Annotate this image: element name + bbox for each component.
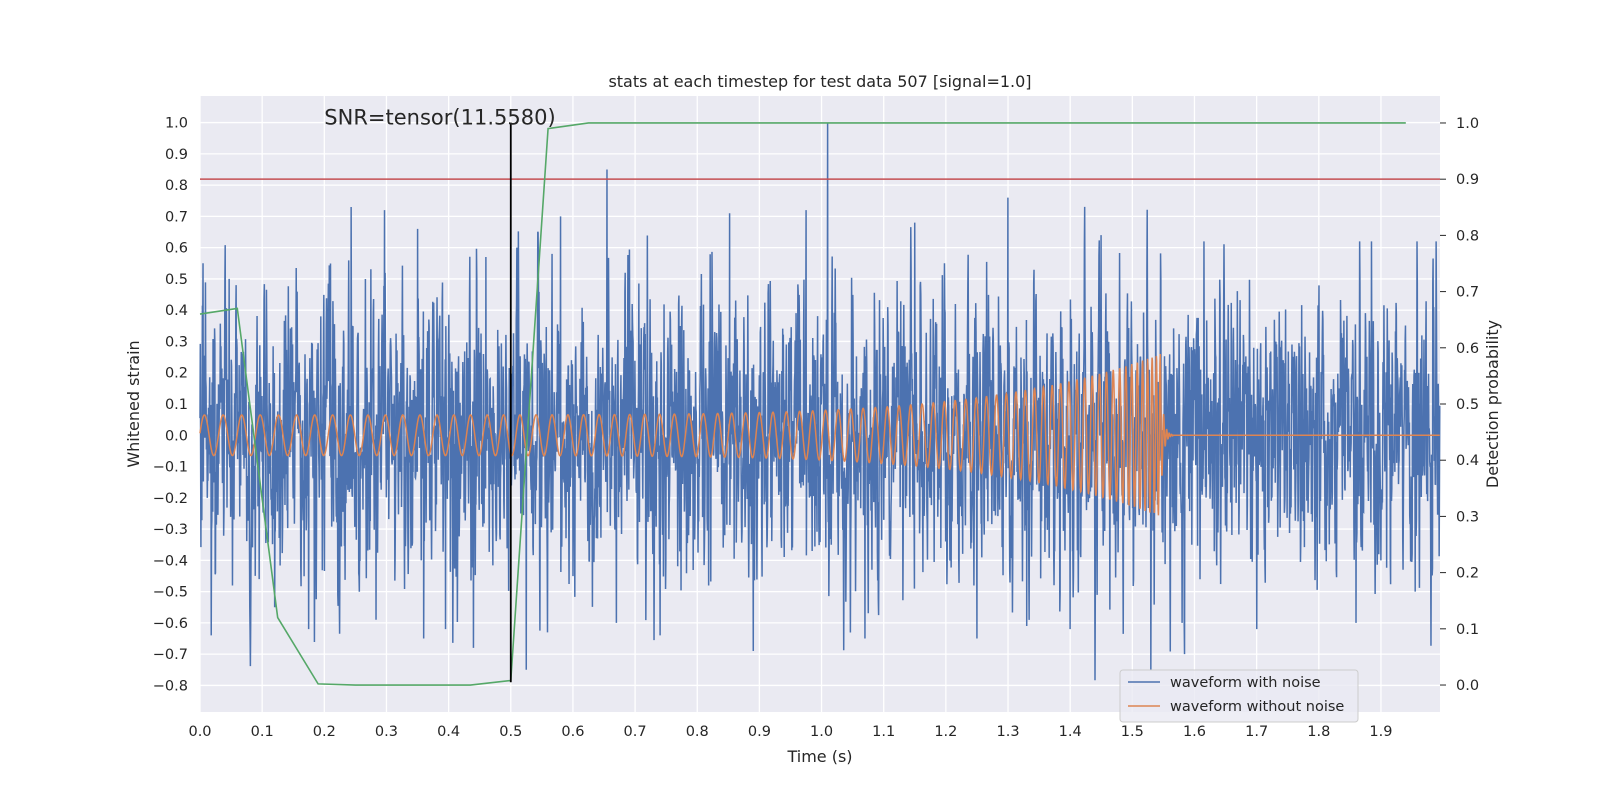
x-tick-label: 0.5 <box>499 724 522 740</box>
y2-tick-label: 0.7 <box>1456 285 1479 301</box>
x-tick-label: 0.3 <box>375 724 398 740</box>
legend-entry-noisy: waveform with noise <box>1170 675 1321 691</box>
x-tick-label: 0.7 <box>624 724 647 740</box>
legend-box <box>1119 669 1359 723</box>
y2-axis-label: Detection probability <box>1483 320 1502 488</box>
y-tick-label: −0.6 <box>153 616 188 632</box>
series-detection-probability <box>199 122 1406 686</box>
y-tick-label: −0.2 <box>153 491 188 507</box>
series-waveform-with-noise <box>199 122 1441 681</box>
x-tick-label: 1.1 <box>872 724 895 740</box>
x-axis-label: Time (s) <box>786 747 852 766</box>
x-tick-label: 1.8 <box>1307 724 1330 740</box>
x-tick-label: 0.4 <box>437 724 460 740</box>
x-tick-label: 1.4 <box>1059 724 1082 740</box>
y-tick-label: 0.1 <box>165 397 188 413</box>
y-tick-label: 0.3 <box>165 334 188 350</box>
y2-tick-label: 0.8 <box>1456 228 1479 244</box>
y-tick-label: −0.1 <box>153 460 188 476</box>
snr-annotation: SNR=tensor(11.5580) <box>324 106 555 130</box>
y-axis-label: Whitened strain <box>124 340 143 467</box>
y-tick-label: 1.0 <box>165 116 188 132</box>
x-tick-label: 1.7 <box>1245 724 1268 740</box>
x-tick-label: 1.0 <box>810 724 833 740</box>
y-tick-label: 0.0 <box>165 428 188 444</box>
y-tick-label: 0.7 <box>165 209 188 225</box>
x-tick-label: 0.1 <box>251 724 274 740</box>
x-tick-label: 0.0 <box>188 724 211 740</box>
y2-tick-label: 0.2 <box>1456 566 1479 582</box>
y2-tick-label: 0.3 <box>1456 509 1479 525</box>
chart-title: stats at each timestep for test data 507… <box>608 72 1031 91</box>
y-tick-label: 0.8 <box>165 178 188 194</box>
y2-tick-label: 0.4 <box>1456 453 1479 469</box>
y-tick-label: 0.2 <box>165 366 188 382</box>
data-layer <box>199 122 1441 686</box>
legend: waveform with noise waveform without noi… <box>1119 669 1359 723</box>
y2-tick-label: 1.0 <box>1456 116 1479 132</box>
x-tick-label: 0.6 <box>561 724 584 740</box>
y-tick-label: −0.3 <box>153 522 188 538</box>
legend-entry-clean: waveform without noise <box>1170 699 1344 715</box>
y-tick-label: 0.9 <box>165 147 188 163</box>
axes: 0.0 0.1 0.2 0.3 0.4 0.5 0.6 0.7 0.8 0.9 1.0 1.1 1.2 1… <box>153 116 1479 740</box>
x-tick-label: 0.8 <box>686 724 709 740</box>
y-tick-label: −0.8 <box>153 678 188 694</box>
y2-tick-label: 0.0 <box>1456 678 1479 694</box>
y-tick-label: 0.4 <box>165 303 188 319</box>
y2-tick-label: 0.5 <box>1456 397 1479 413</box>
x-tick-label: 0.2 <box>313 724 336 740</box>
x-tick-label: 1.6 <box>1183 724 1206 740</box>
y-tick-label: −0.5 <box>153 585 188 601</box>
y-tick-label: 0.6 <box>165 241 188 257</box>
x-tick-label: 0.9 <box>748 724 771 740</box>
y2-tick-label: 0.9 <box>1456 172 1479 188</box>
y-tick-label: −0.7 <box>153 647 188 663</box>
x-tick-label: 1.5 <box>1121 724 1144 740</box>
x-tick-label: 1.3 <box>996 724 1019 740</box>
x-tick-label: 1.9 <box>1369 724 1392 740</box>
y2-tick-label: 0.6 <box>1456 341 1479 357</box>
y-tick-label: 0.5 <box>165 272 188 288</box>
y2-tick-label: 0.1 <box>1456 622 1479 638</box>
series-waveform-without-noise <box>199 353 1440 516</box>
y-tick-label: −0.4 <box>153 553 188 569</box>
x-tick-label: 1.2 <box>934 724 957 740</box>
